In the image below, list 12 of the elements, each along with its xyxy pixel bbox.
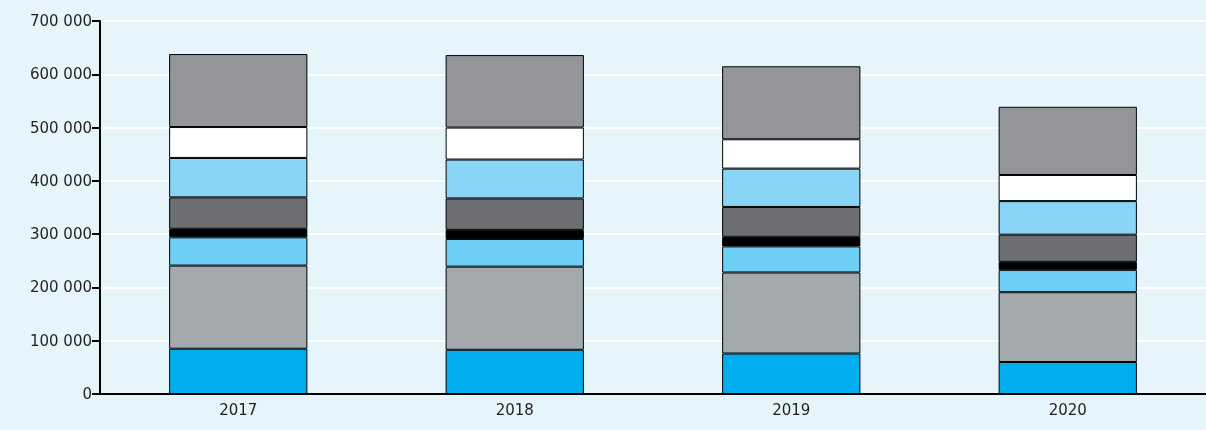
y-tick-label: 500 000 (29, 118, 92, 137)
x-tick-label: 2019 (772, 400, 811, 419)
x-tick-label: 2017 (219, 400, 258, 419)
x-tick-label: 2020 (1048, 400, 1087, 419)
y-tick-label: 300 000 (29, 225, 92, 244)
x-tick-label: 2018 (495, 400, 534, 419)
y-tick-label: 100 000 (29, 331, 92, 350)
y-tick-label: 200 000 (29, 278, 92, 297)
y-tick-label: 600 000 (29, 65, 92, 84)
y-tick-label: 400 000 (29, 171, 92, 190)
y-tick-label: 0 (82, 385, 92, 403)
y-tick-label: 700 000 (29, 12, 92, 30)
